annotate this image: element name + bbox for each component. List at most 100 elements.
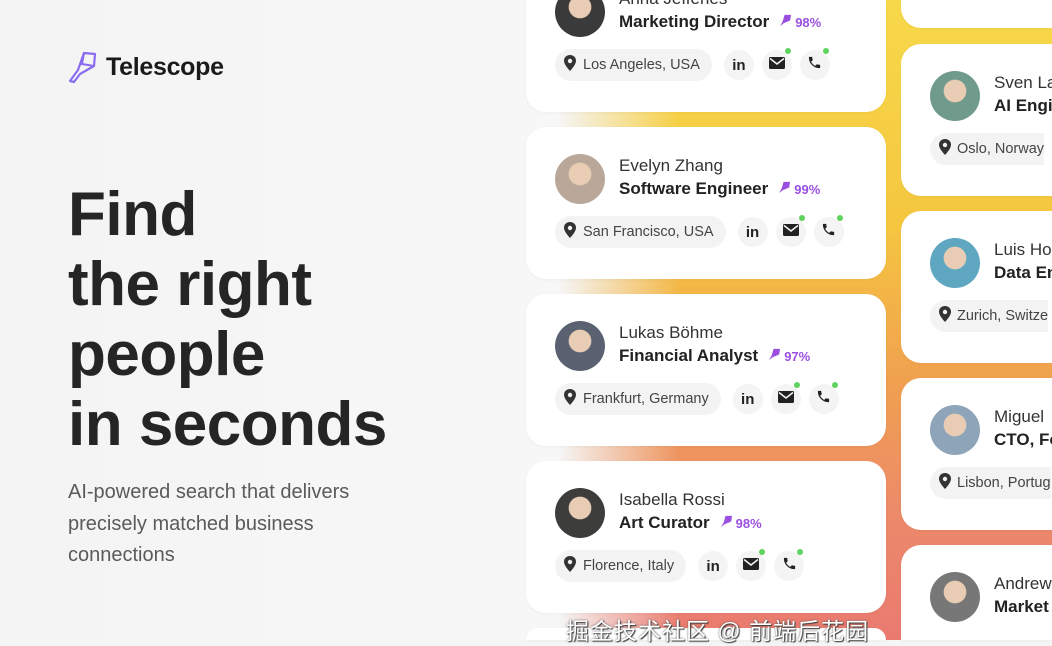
person-name: Evelyn Zhang: [619, 156, 723, 175]
role-row: Software Engineer 99%: [619, 179, 820, 199]
match-score: 97%: [768, 348, 810, 364]
location-pill: Los Angeles, USA: [555, 49, 712, 81]
person-name: Andrew: [994, 574, 1052, 593]
mail-icon: [782, 223, 799, 241]
email-button[interactable]: [736, 549, 767, 581]
match-score: 98%: [720, 515, 762, 531]
contact-row: Oslo, Norway: [930, 133, 1052, 165]
headline-line: in seconds: [68, 390, 387, 459]
match-tag-icon: [778, 181, 791, 197]
contact-row: Los Angeles, USA in: [555, 48, 830, 81]
mail-icon: [743, 557, 760, 575]
job-title: Financial Analyst: [619, 346, 759, 365]
profile-card[interactable]: Luis Ho Data En Zurich, Switze: [901, 211, 1052, 363]
location-text: Los Angeles, USA: [583, 57, 700, 73]
profile-card[interactable]: [526, 628, 886, 640]
headline-line: Find: [68, 180, 197, 249]
profile-card[interactable]: Andrew Market: [901, 545, 1052, 640]
email-button[interactable]: [761, 48, 792, 80]
linkedin-button[interactable]: in: [732, 384, 763, 414]
match-percent: 98%: [795, 14, 822, 30]
job-title: AI Engi: [994, 96, 1052, 115]
hero-headline: Find the right people in seconds: [68, 180, 387, 460]
location-pin-icon: [563, 222, 577, 242]
profile-card[interactable]: Evelyn Zhang Software Engineer 99% San Fr…: [526, 127, 886, 279]
profile-card[interactable]: [901, 0, 1052, 28]
watermark: 掘金技术社区 @ 前端后花园: [566, 618, 870, 644]
avatar: [930, 405, 980, 455]
avatar: [555, 0, 605, 37]
location-pin-icon: [938, 306, 952, 326]
linkedin-button[interactable]: in: [737, 217, 768, 247]
location-text: Lisbon, Portug: [957, 475, 1051, 491]
location-text: Oslo, Norway: [957, 141, 1045, 157]
headline-line: people: [68, 320, 265, 389]
hero-subtitle: AI-powered search that delivers precisel…: [68, 481, 350, 566]
job-title: Marketing Director: [619, 12, 770, 31]
avatar: [555, 488, 605, 538]
headline-line: the right: [68, 250, 312, 319]
available-dot: [798, 215, 805, 221]
match-score: 99%: [778, 181, 820, 197]
phone-button[interactable]: [774, 549, 805, 581]
profile-card[interactable]: Miguel CTO, Fo Lisbon, Portug: [901, 378, 1052, 530]
telescope-logo-icon: [68, 51, 97, 84]
available-dot: [784, 48, 791, 54]
match-percent: 97%: [784, 348, 811, 364]
linkedin-icon: in: [741, 390, 755, 408]
person-name: Miguel: [994, 407, 1045, 426]
role-row: Financial Analyst 97%: [619, 346, 810, 366]
linkedin-button[interactable]: in: [723, 50, 754, 80]
available-dot: [797, 549, 804, 555]
location-pin-icon: [938, 473, 952, 493]
contact-row: Lisbon, Portug: [930, 467, 1052, 499]
contact-row: San Francisco, USA in: [555, 215, 844, 248]
role-row: Marketing Director 98%: [619, 12, 821, 32]
phone-icon: [816, 389, 831, 409]
profile-card[interactable]: Isabella Rossi Art Curator 98% Florence, …: [526, 461, 886, 613]
profile-card[interactable]: Anna Jefferies Marketing Director 98% Los…: [526, 0, 886, 112]
linkedin-icon: in: [732, 56, 746, 74]
phone-icon: [807, 55, 822, 75]
available-dot: [822, 48, 829, 54]
role-row: AI Engi: [994, 96, 1052, 116]
mail-icon: [777, 390, 794, 408]
email-button[interactable]: [775, 215, 806, 247]
location-pin-icon: [563, 556, 577, 576]
match-tag-icon: [768, 348, 781, 364]
available-dot: [836, 215, 843, 221]
avatar: [930, 71, 980, 121]
available-dot: [793, 382, 800, 388]
match-percent: 98%: [735, 515, 762, 531]
phone-button[interactable]: [813, 215, 844, 247]
person-name: Luis Ho: [994, 240, 1052, 259]
linkedin-button[interactable]: in: [698, 551, 729, 581]
role-row: Art Curator 98%: [619, 513, 762, 533]
match-tag-icon: [720, 515, 733, 531]
match-percent: 99%: [794, 181, 821, 197]
job-title: Market: [994, 597, 1049, 616]
phone-button[interactable]: [799, 48, 830, 80]
location-text: San Francisco, USA: [583, 224, 714, 240]
match-score: 98%: [779, 14, 821, 30]
location-text: Florence, Italy: [583, 558, 675, 574]
match-tag-icon: [779, 14, 792, 30]
left-panel: [0, 0, 560, 640]
contact-row: Florence, Italy in: [555, 549, 805, 582]
location-pin-icon: [938, 139, 952, 159]
avatar: [930, 572, 980, 622]
job-title: Data En: [994, 263, 1052, 282]
phone-button[interactable]: [808, 382, 839, 414]
email-button[interactable]: [770, 382, 801, 414]
location-pill: Florence, Italy: [555, 550, 687, 582]
person-name: Sven La: [994, 73, 1052, 92]
location-pill: Lisbon, Portug: [930, 467, 1051, 499]
mail-icon: [768, 56, 785, 74]
profile-card[interactable]: Sven La AI Engi Oslo, Norway: [901, 44, 1052, 196]
contact-row: Zurich, Switze: [930, 300, 1052, 332]
profile-card[interactable]: Lukas Böhme Financial Analyst 97% Frankfu…: [526, 294, 886, 446]
logo[interactable]: Telescope: [68, 50, 224, 84]
phone-icon: [782, 556, 797, 576]
location-pill: Frankfurt, Germany: [555, 383, 721, 415]
available-dot: [831, 382, 838, 388]
